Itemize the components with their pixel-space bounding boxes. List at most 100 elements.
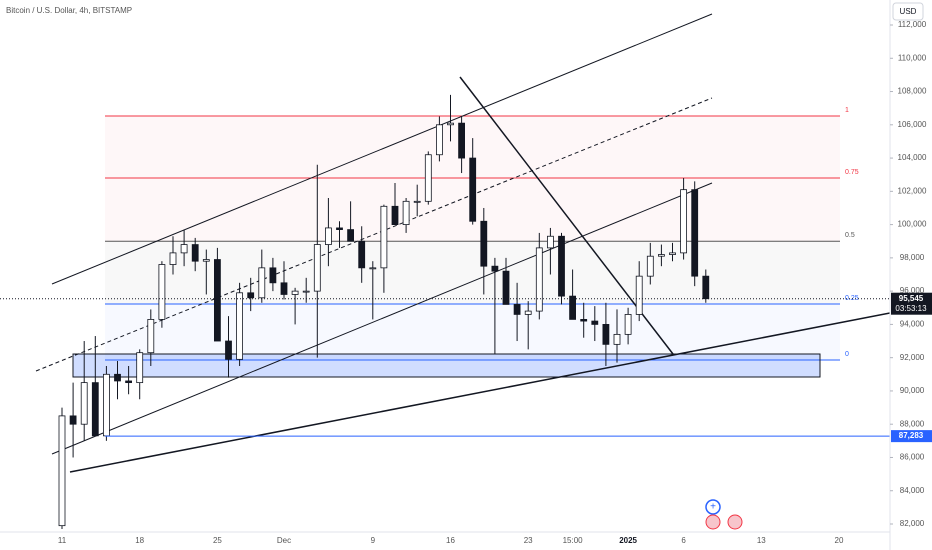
candle-body: [69, 415, 77, 425]
candle-body: [236, 292, 244, 360]
y-tick-label: 96,000: [900, 286, 925, 295]
currency-button[interactable]: [892, 2, 924, 21]
x-tick-label: 13: [757, 536, 766, 545]
candle-body: [680, 189, 687, 254]
candle-body: [258, 267, 266, 299]
candle-body: [613, 333, 621, 345]
candle-body: [602, 324, 610, 345]
candle-body: [669, 252, 676, 255]
candle-body: [502, 270, 510, 305]
x-tick-label: 23: [524, 536, 533, 545]
candle-body: [91, 382, 99, 437]
price-label: 87,283: [899, 431, 924, 440]
currency-label[interactable]: USD: [900, 7, 917, 16]
candle-body: [580, 319, 588, 322]
candle-body: [491, 265, 499, 272]
fib-label: 0: [845, 351, 849, 358]
x-tick-label: 6: [681, 536, 686, 545]
candle-body: [191, 244, 199, 262]
y-tick-label: 90,000: [900, 386, 925, 395]
candle-body: [569, 295, 576, 320]
candle-body: [435, 124, 443, 156]
candle-body: [635, 275, 643, 315]
y-tick-label: 110,000: [898, 53, 927, 62]
candle-body: [591, 320, 599, 325]
event-icon[interactable]: [727, 514, 743, 530]
candle-body: [158, 264, 166, 320]
candle-body: [169, 252, 177, 265]
candle-body: [402, 200, 410, 226]
chart-title: Bitcoin / U.S. Dollar, 4h, BITSTAMP: [6, 6, 132, 15]
candle-body: [269, 267, 277, 284]
y-tick-label: 100,000: [898, 220, 927, 229]
candle-body: [280, 282, 288, 295]
candle-body: [513, 304, 521, 315]
price-label-box: [891, 292, 932, 315]
candle-body: [480, 220, 488, 267]
candle-body: [347, 229, 355, 242]
y-tick-label: 106,000: [898, 120, 927, 129]
add-icon[interactable]: [705, 499, 721, 515]
x-tick-label: 2025: [619, 536, 637, 545]
x-tick-label: Dec: [277, 536, 291, 545]
candle-body: [624, 314, 632, 335]
candle-body: [646, 255, 654, 277]
fib-label: 0.25: [845, 295, 859, 302]
candle-body: [535, 247, 543, 312]
candle-body: [302, 290, 310, 293]
candle-body: [358, 240, 366, 269]
candle-body: [202, 259, 210, 262]
channel-lower: [51, 182, 713, 455]
candle-body: [125, 380, 132, 384]
candle-body: [225, 340, 232, 360]
candle-body: [558, 235, 565, 297]
x-tick-label: 18: [135, 536, 144, 545]
candle-body: [702, 275, 710, 300]
x-tick-label: 11: [58, 536, 67, 545]
candle-body: [336, 227, 343, 230]
candle-body: [247, 292, 255, 299]
candle-body: [469, 157, 477, 222]
candle-body: [324, 227, 332, 245]
y-tick-label: 94,000: [900, 320, 925, 329]
fib-label: 0.75: [845, 169, 859, 176]
support-trendline: [69, 312, 891, 473]
candle-body: [313, 244, 321, 292]
candle-body: [458, 122, 466, 159]
y-tick-label: 112,000: [898, 20, 927, 29]
fib-label: 0.5: [845, 232, 855, 239]
y-tick-label: 92,000: [900, 353, 925, 362]
candle-body: [213, 259, 221, 342]
x-tick-label: 15:00: [563, 536, 584, 545]
y-tick-label: 108,000: [898, 87, 927, 96]
x-tick-label: 16: [446, 536, 455, 545]
candle-body: [447, 122, 454, 126]
candle-body: [58, 415, 66, 527]
candle-body: [413, 200, 421, 203]
candle-body: [291, 290, 299, 295]
candle-body: [391, 205, 399, 226]
y-tick-label: 84,000: [900, 486, 925, 495]
x-tick-label: 20: [835, 536, 844, 545]
candle-body: [658, 254, 665, 257]
add-icon-glyph[interactable]: +: [710, 502, 716, 513]
price-label-box: [891, 430, 932, 443]
fib-label: 1: [845, 107, 849, 114]
price-label: 95,545: [899, 294, 924, 303]
channel-upper: [51, 13, 713, 285]
candles: [58, 94, 710, 529]
candle-body: [547, 235, 554, 249]
x-tick-label: 25: [213, 536, 222, 545]
candle-body: [103, 373, 110, 437]
candle-body: [424, 154, 432, 202]
y-tick-label: 102,000: [898, 186, 927, 195]
countdown: 03:53:13: [895, 304, 927, 313]
event-icon[interactable]: [705, 514, 721, 530]
y-tick-label: 82,000: [900, 519, 925, 528]
candle-body: [147, 319, 155, 354]
y-tick-label: 104,000: [898, 153, 927, 162]
y-tick-label: 86,000: [900, 453, 925, 462]
